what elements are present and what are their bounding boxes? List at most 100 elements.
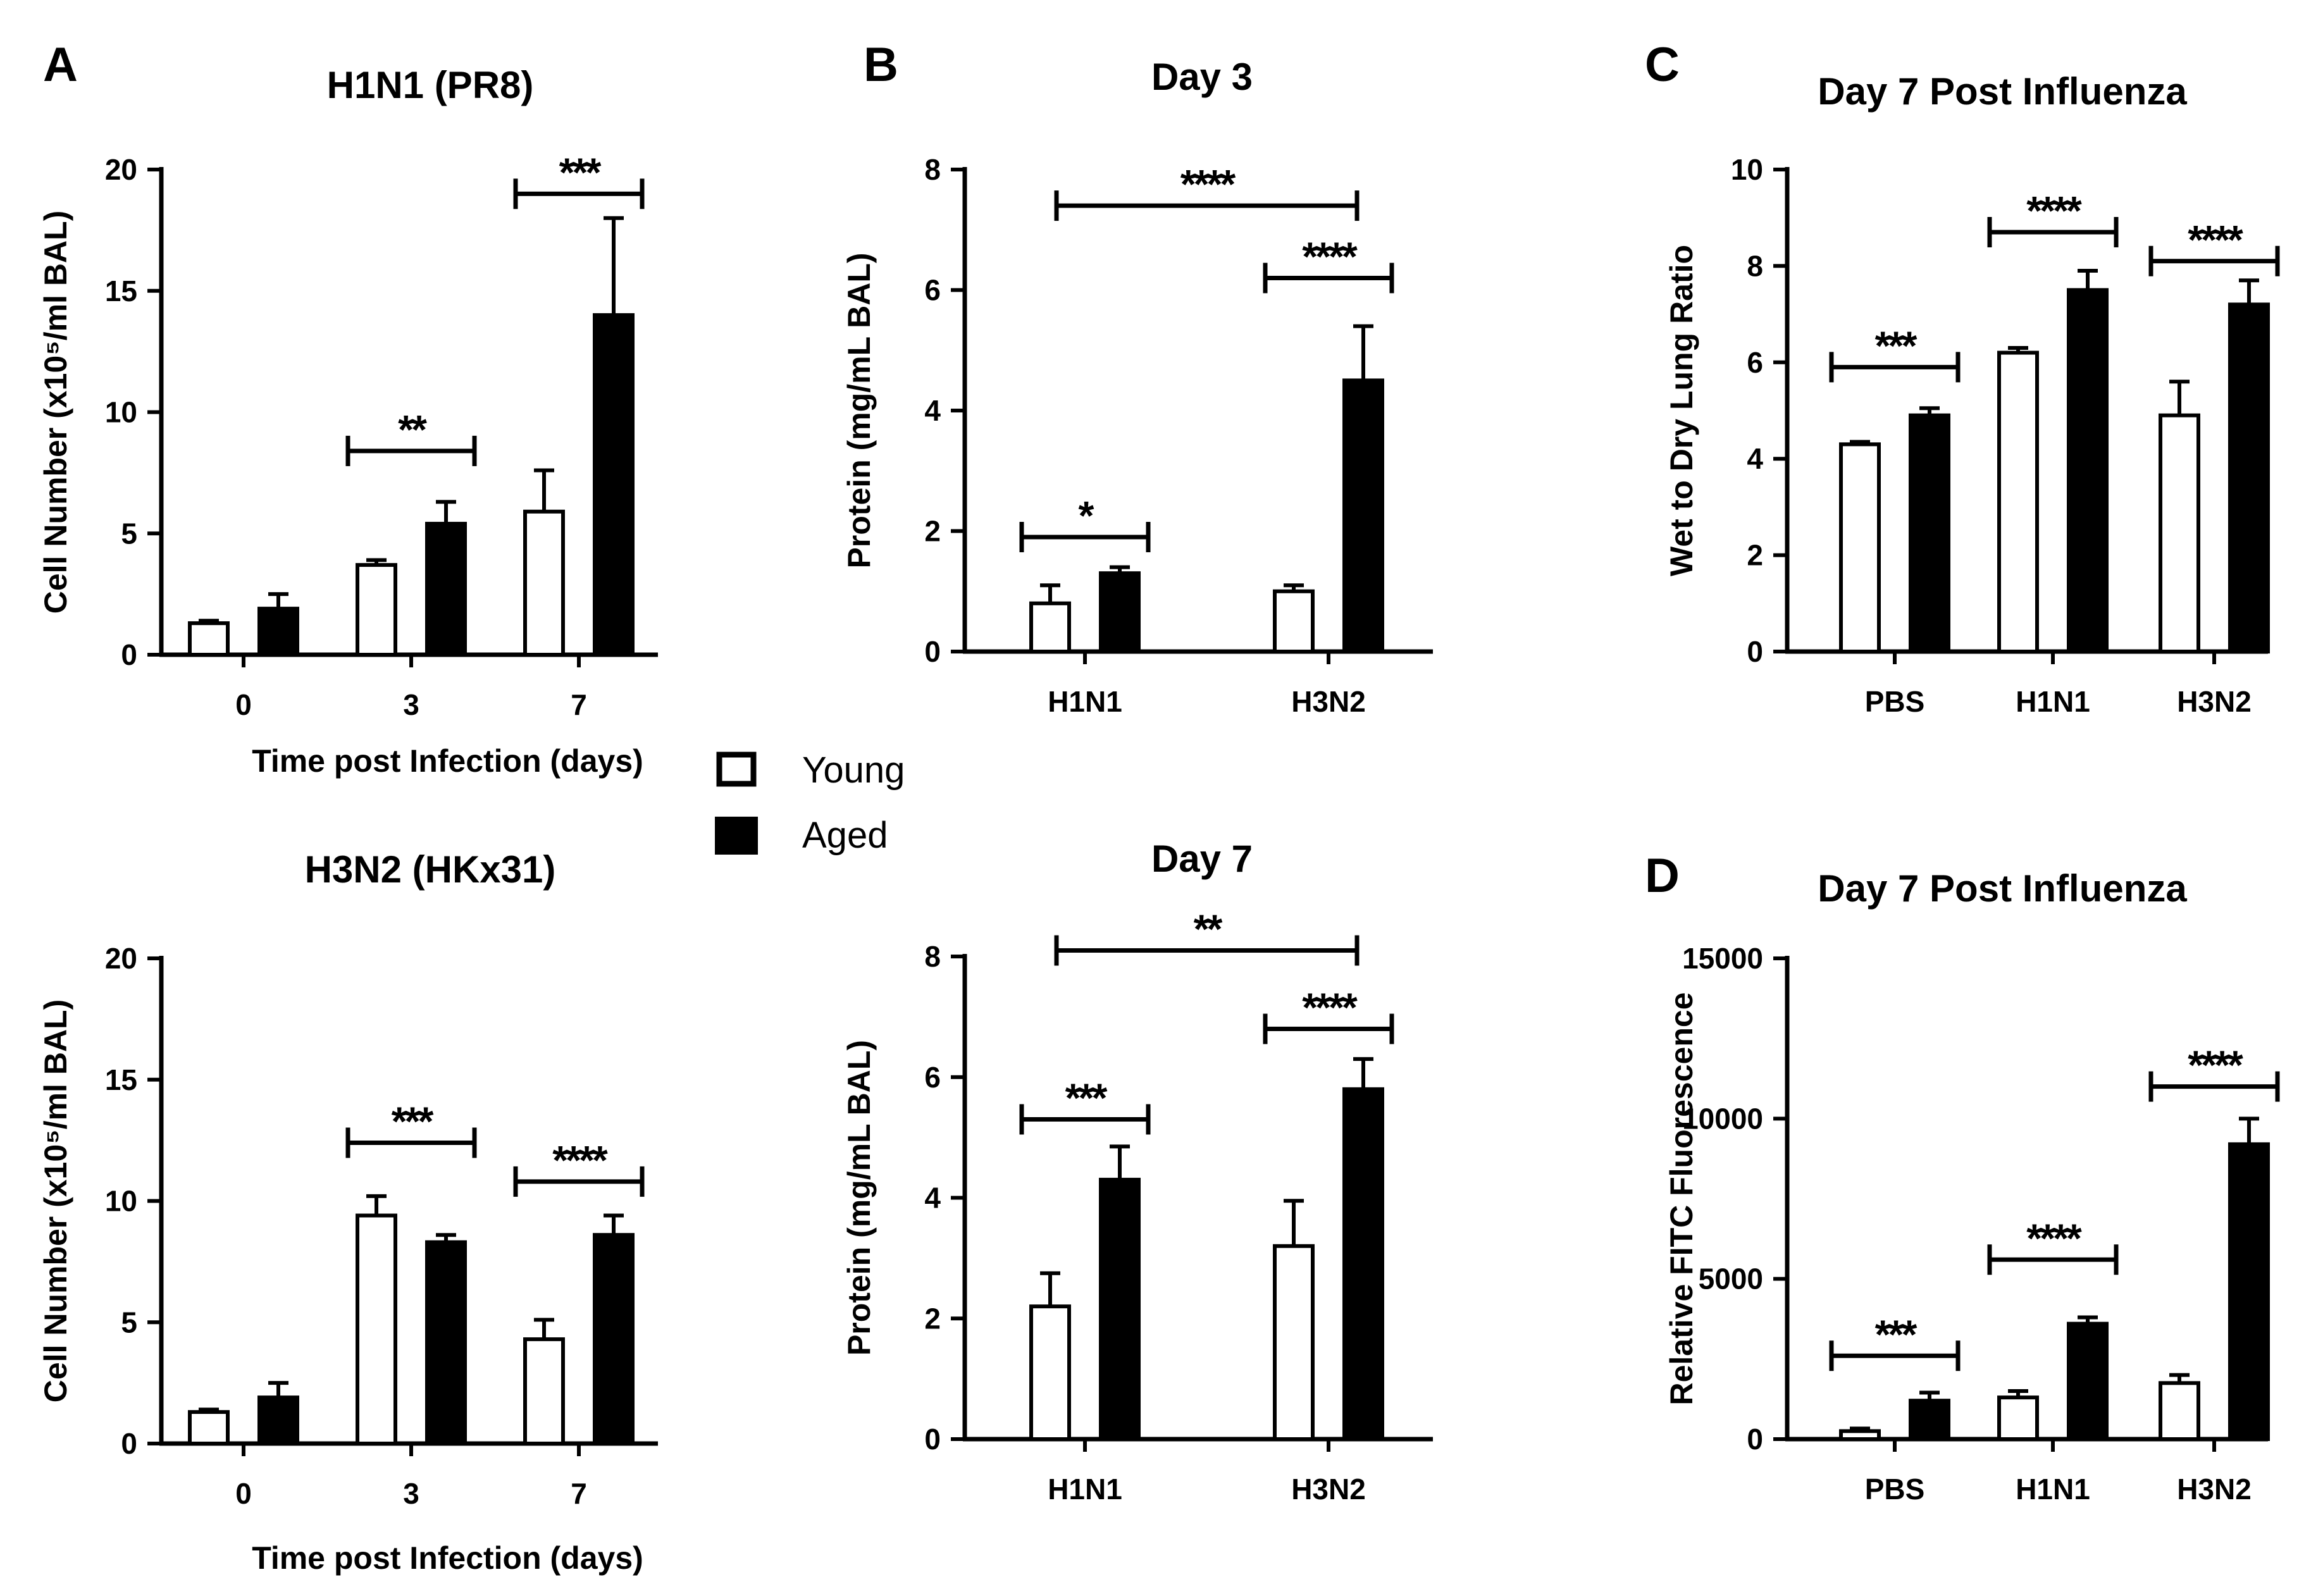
y-tick-label: 0	[121, 1427, 137, 1460]
y-axis-label: Relative FITC Fluorescence	[1664, 992, 1699, 1405]
y-axis-label: Wet to Dry Lung Ratio	[1664, 245, 1699, 576]
x-tick-label: PBS	[1865, 1473, 1925, 1506]
bar-young	[1029, 1304, 1071, 1442]
x-tick-label: 7	[571, 688, 587, 721]
significance-label: ****	[2188, 1042, 2243, 1088]
bar-aged	[593, 313, 635, 657]
legend-label-aged: Aged	[802, 815, 888, 856]
x-tick-label: 0	[235, 688, 252, 721]
x-tick-label: H1N1	[1048, 1473, 1122, 1506]
y-tick-label: 15	[105, 275, 137, 307]
panel-letter-d: D	[1645, 849, 1680, 903]
x-tick-label: 7	[571, 1477, 587, 1510]
y-tick-label: 6	[924, 1061, 941, 1094]
y-tick-label: 8	[924, 153, 941, 186]
x-tick-label: H1N1	[2016, 685, 2090, 718]
legend: Young Aged	[715, 750, 905, 856]
bar-aged	[2067, 288, 2109, 653]
legend-swatch-young	[716, 752, 757, 787]
bar-aged	[1342, 1087, 1384, 1441]
y-tick-label: 4	[1747, 442, 1763, 475]
y-tick-label: 2	[924, 1302, 941, 1335]
chart-c: Day 7 Post Influenza 0 2 4 6 8 10 Wet to Dry Lu…	[1664, 70, 2280, 718]
y-tick-label: 2	[924, 515, 941, 548]
x-tick-label: H3N2	[1291, 685, 1366, 718]
y-tick-label: 15	[105, 1063, 137, 1096]
panel-letter-c: C	[1645, 38, 1680, 92]
chart-a-bottom: H3N2 (HKx31) 0 5 10 15 20 Cell Number (x10⁵/ml…	[38, 848, 658, 1576]
bar-aged	[425, 1240, 467, 1445]
chart-title-a-top: H1N1 (PR8)	[327, 64, 534, 106]
y-tick-label: 4	[924, 1182, 941, 1215]
bar-aged	[2228, 1142, 2270, 1442]
y-axis-label: Protein (mg/mL BAL)	[841, 1040, 877, 1356]
x-axis-label: Time post Infection (days)	[252, 1540, 643, 1576]
chart-title-b-bottom: Day 7	[1151, 838, 1253, 880]
significance-label: ***	[559, 149, 602, 195]
x-tick-label: H3N2	[1291, 1473, 1366, 1506]
chart-title-b-top: Day 3	[1151, 56, 1253, 98]
x-tick-label: 3	[403, 688, 419, 721]
significance-label: ****	[2026, 1215, 2082, 1261]
y-tick-label: 0	[1747, 1423, 1763, 1456]
bar-aged	[1342, 378, 1384, 653]
bar-aged	[2067, 1321, 2109, 1442]
bar-young	[188, 1410, 230, 1446]
y-axis-label: Cell Number (x10⁵/ml BAL)	[38, 999, 73, 1403]
bar-aged	[2228, 302, 2270, 653]
bar-young	[1273, 589, 1315, 653]
y-tick-label: 5000	[1699, 1263, 1763, 1296]
significance-label: *	[1079, 493, 1094, 538]
y-axis-label: Protein (mg/mL BAL)	[841, 252, 877, 568]
legend-swatch-aged	[715, 817, 758, 855]
legend-label-young: Young	[802, 750, 905, 791]
bar-aged	[425, 521, 467, 657]
bar-aged	[1909, 413, 1950, 653]
bar-young	[1839, 1429, 1881, 1441]
bar-young	[2159, 413, 2200, 653]
y-tick-label: 10000	[1682, 1102, 1763, 1135]
chart-a-top: H1N1 (PR8) 0 5 10 15 20 Cell Number (x10⁵/ml B…	[38, 64, 658, 779]
bar-aged	[1909, 1399, 1950, 1441]
significance-label: ***	[1875, 1311, 1918, 1357]
significance-label: ****	[1180, 161, 1236, 207]
significance-label: ****	[552, 1137, 608, 1183]
significance-label: **	[398, 407, 427, 452]
y-tick-label: 6	[1747, 346, 1763, 379]
significance-label: ***	[1875, 323, 1918, 368]
significance-label: ****	[1302, 233, 1358, 279]
y-tick-label: 0	[924, 1423, 941, 1456]
significance-label: ***	[392, 1098, 434, 1144]
bar-aged	[257, 607, 299, 657]
significance-label: ****	[1302, 984, 1358, 1030]
bar-aged	[1099, 1177, 1141, 1441]
y-tick-label: 0	[924, 635, 941, 668]
panel-letter-a: A	[43, 38, 78, 92]
panel-letter-b: B	[864, 38, 898, 92]
y-tick-label: 10	[105, 1185, 137, 1218]
bar-young	[1997, 350, 2039, 653]
y-tick-label: 2	[1747, 539, 1763, 572]
bar-young	[523, 1337, 565, 1445]
y-tick-label: 10	[1731, 153, 1763, 186]
bar-young	[188, 621, 230, 657]
y-tick-label: 8	[924, 940, 941, 973]
y-tick-label: 0	[121, 638, 137, 671]
bar-young	[356, 563, 397, 657]
y-tick-label: 5	[121, 1306, 137, 1339]
bar-young	[2159, 1381, 2200, 1441]
bar-young	[1997, 1395, 2039, 1441]
x-tick-label: PBS	[1865, 685, 1925, 718]
y-axis-label: Cell Number (x10⁵/ml BAL)	[38, 211, 73, 614]
y-tick-label: 20	[105, 942, 137, 975]
significance-label: **	[1194, 906, 1223, 951]
chart-title-a-bottom: H3N2 (HKx31)	[305, 848, 556, 891]
x-tick-label: 0	[235, 1477, 252, 1510]
chart-d: Day 7 Post Influenza 0 5000 10000 15000 Relat…	[1664, 867, 2280, 1506]
x-tick-label: 3	[403, 1477, 419, 1510]
y-tick-label: 8	[1747, 249, 1763, 282]
y-tick-label: 0	[1747, 635, 1763, 668]
